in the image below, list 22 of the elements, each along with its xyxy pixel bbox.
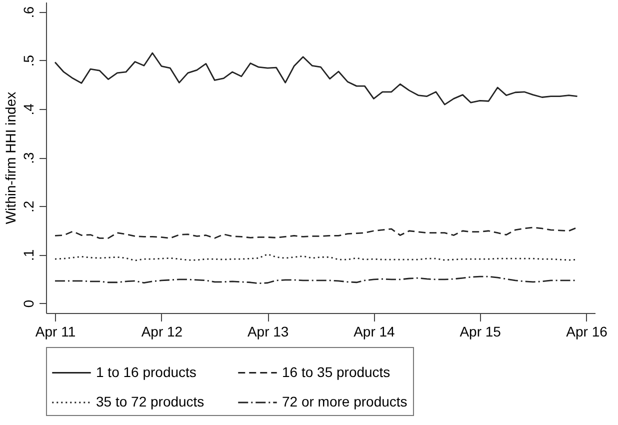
y-tick-label: .6	[20, 6, 36, 18]
y-tick-label: .1	[20, 249, 36, 262]
line-series	[54, 276, 578, 284]
x-tick-label: Apr 15	[460, 324, 502, 340]
x-tick-label: Apr 16	[566, 324, 608, 340]
x-tick-label: Apr 12	[141, 324, 183, 340]
line-series	[54, 226, 578, 239]
y-tick-label: .3	[20, 152, 36, 164]
x-tick-label: Apr 11	[35, 324, 76, 340]
line-series	[54, 254, 578, 262]
x-tick-label: Apr 14	[354, 324, 396, 340]
y-tick-label: 0	[20, 300, 36, 308]
line-series	[54, 52, 578, 106]
y-axis-title: Within-firm HHI index	[2, 92, 18, 224]
y-tick-label: .2	[20, 200, 36, 212]
y-tick-label: .5	[20, 54, 36, 67]
legend-label: 35 to 72 products	[96, 394, 204, 410]
legend-label: 72 or more products	[282, 394, 408, 410]
y-tick-label: .4	[20, 103, 36, 116]
x-tick-label: Apr 13	[247, 324, 289, 340]
legend-label: 16 to 35 products	[282, 364, 390, 380]
legend-label: 1 to 16 products	[96, 364, 196, 380]
